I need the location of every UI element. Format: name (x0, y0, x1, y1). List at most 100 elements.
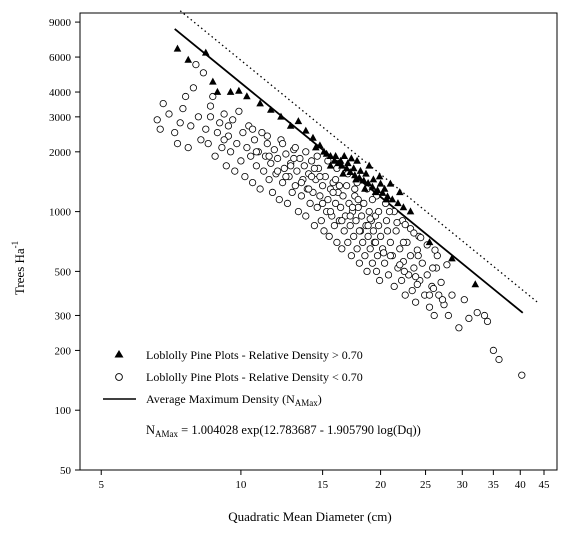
point-filled-triangle (338, 161, 346, 169)
point-open-circle (410, 264, 418, 272)
point-filled-triangle (213, 87, 222, 95)
point-filled-triangle (352, 175, 360, 183)
point-filled-triangle (226, 87, 235, 95)
point-open-circle (325, 232, 333, 240)
point-open-circle (305, 185, 313, 193)
point-filled-triangle (386, 179, 395, 187)
point-open-circle (318, 199, 327, 207)
point-open-circle (399, 238, 407, 246)
point-filled-triangle (339, 169, 347, 177)
point-open-circle (241, 173, 249, 181)
point-open-circle (222, 162, 230, 170)
point-filled-triangle (448, 254, 456, 262)
point-open-circle (202, 125, 210, 133)
point-open-circle (417, 234, 425, 242)
point-filled-triangle (344, 159, 352, 167)
point-open-circle (406, 252, 415, 260)
point-open-circle (355, 227, 363, 235)
point-open-circle (194, 113, 202, 121)
point-open-circle (278, 140, 287, 148)
point-open-circle (382, 217, 391, 225)
y-tick-label: 6000 (49, 52, 72, 64)
point-open-circle (336, 203, 345, 211)
point-filled-triangle (346, 167, 354, 175)
point-open-circle (199, 69, 207, 77)
point-open-circle (206, 113, 215, 121)
point-filled-triangle (375, 172, 384, 180)
point-filled-triangle (267, 105, 275, 113)
point-open-circle (396, 261, 404, 269)
point-open-circle (280, 164, 288, 172)
point-open-circle (243, 144, 251, 152)
point-open-circle (171, 129, 179, 137)
point-open-circle (425, 303, 434, 311)
point-open-circle (437, 278, 445, 286)
point-open-circle (250, 136, 259, 144)
point-open-circle (414, 252, 422, 260)
point-open-circle (331, 199, 340, 207)
point-open-circle (386, 252, 394, 260)
point-filled-triangle (382, 195, 391, 203)
point-open-circle (380, 259, 389, 267)
point-open-circle (444, 311, 452, 320)
point-open-circle (263, 132, 271, 140)
point-open-circle (189, 84, 197, 92)
point-open-circle (297, 179, 305, 187)
point-open-circle (350, 232, 358, 240)
legend-label-max-density-main: Average Maximum Density (N (146, 392, 295, 406)
point-open-circle (392, 227, 400, 235)
point-open-circle (386, 238, 394, 246)
point-open-circle (411, 298, 420, 306)
point-open-circle (374, 222, 383, 230)
point-open-circle (460, 296, 468, 304)
point-open-circle (220, 136, 228, 144)
point-open-circle (220, 110, 228, 118)
y-tick-label: 100 (55, 405, 72, 417)
point-filled-triangle (371, 188, 380, 196)
point-filled-triangle (364, 179, 372, 187)
point-filled-triangle (201, 48, 210, 56)
point-open-circle (342, 182, 351, 190)
point-open-circle (355, 259, 363, 267)
point-open-circle (297, 192, 305, 200)
legend-marker-triangle (114, 350, 124, 358)
point-open-circle (344, 238, 352, 246)
x-tick-label: 10 (235, 479, 247, 491)
point-open-circle (438, 296, 447, 304)
point-open-circle (231, 167, 239, 175)
point-open-circle (290, 154, 298, 163)
point-filled-triangle (330, 156, 339, 164)
point-open-circle (302, 212, 310, 220)
tick-labels: 5 10 15 20 25 30 35 40 45 50 100 200 300 500 1000 2000 3… (49, 17, 550, 491)
point-open-circle (361, 252, 369, 260)
point-open-circle (288, 188, 296, 196)
point-open-circle (383, 227, 392, 235)
legend-label-max-density: Average Maximum Density (NAMax) (146, 392, 322, 408)
point-open-circle (318, 182, 327, 190)
point-filled-triangle (359, 176, 368, 184)
point-filled-triangle (362, 169, 370, 177)
point-filled-triangle (369, 175, 378, 183)
point-filled-triangle (184, 55, 193, 63)
point-open-circle (204, 140, 212, 148)
y-tick-label: 50 (60, 465, 72, 477)
point-open-circle (393, 219, 401, 227)
point-open-circle (329, 188, 337, 196)
point-open-circle (368, 259, 376, 267)
point-open-circle (480, 311, 489, 320)
point-filled-triangle (302, 126, 310, 134)
point-open-circle (211, 152, 219, 160)
point-open-circle (473, 308, 481, 317)
point-open-circle (291, 182, 299, 190)
point-open-circle (176, 119, 184, 127)
point-open-circle (423, 271, 431, 279)
point-open-circle (237, 157, 245, 165)
point-open-circle (260, 167, 268, 175)
axes (75, 12, 558, 475)
point-open-circle (249, 125, 257, 133)
point-filled-triangle (235, 86, 243, 94)
point-open-circle (495, 355, 503, 364)
point-open-circle (239, 129, 247, 137)
point-open-circle (293, 167, 301, 175)
